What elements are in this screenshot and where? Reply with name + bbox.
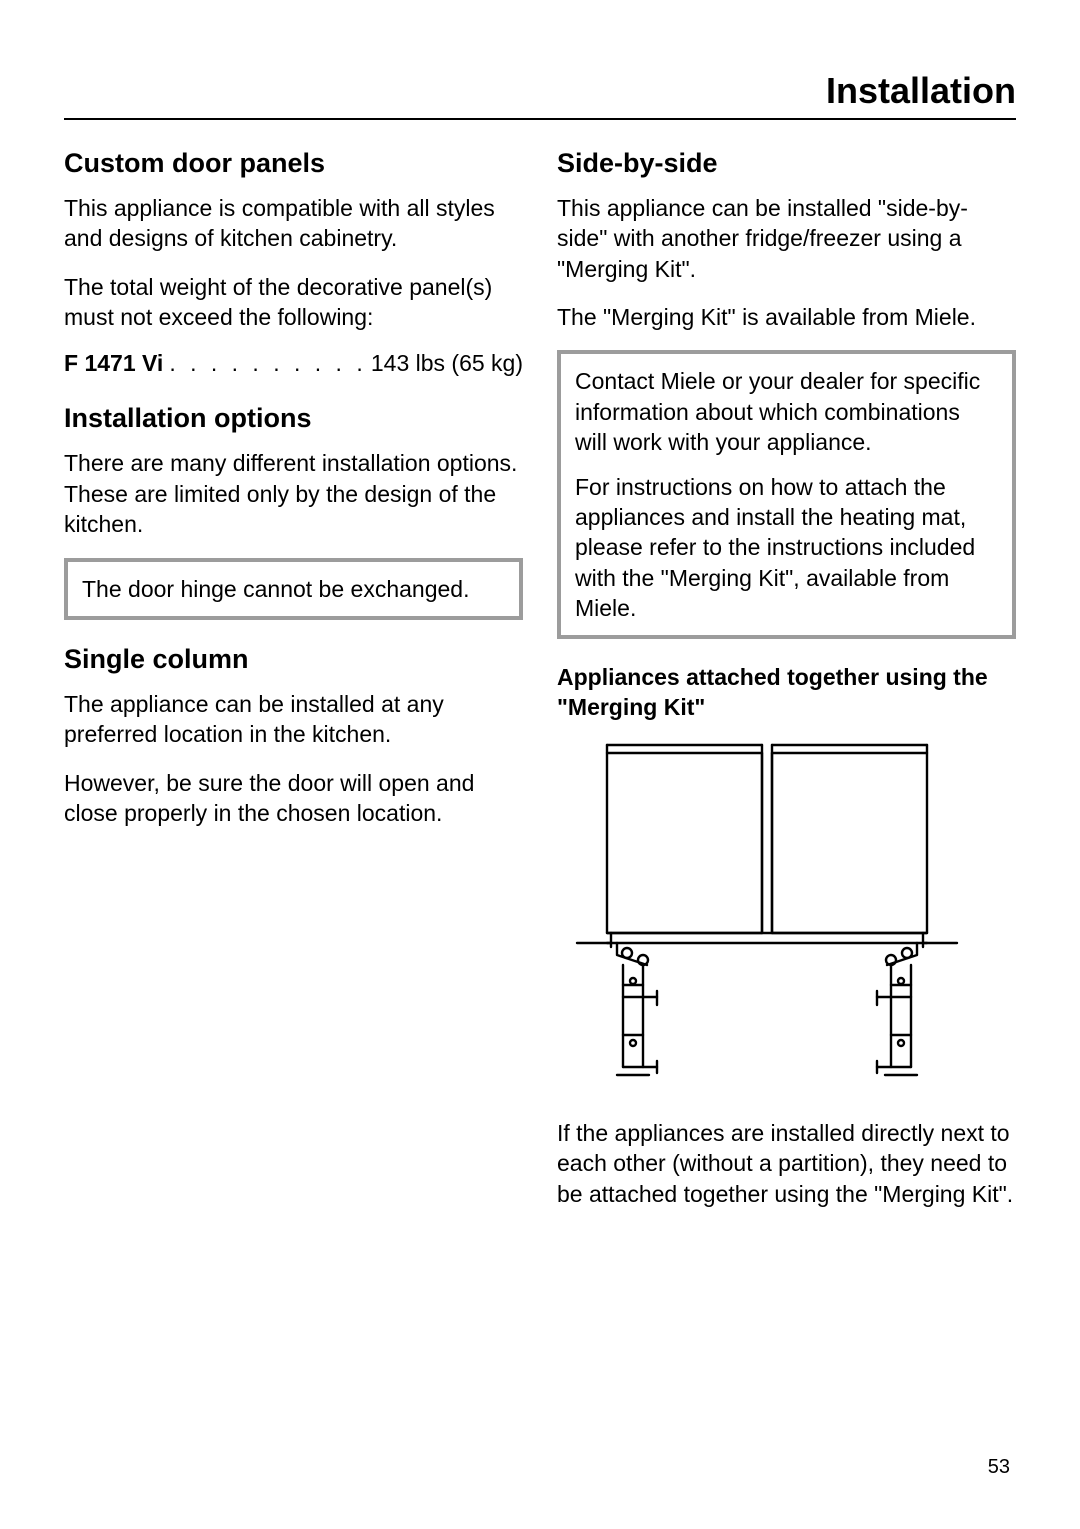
weight-spec-row: F 1471 Vi . . . . . . . . . . . 143 lbs … [64, 350, 523, 377]
page: Installation Custom door panels This app… [0, 0, 1080, 1529]
left-column: Custom door panels This appliance is com… [64, 148, 523, 1227]
paragraph: This appliance is compatible with all st… [64, 193, 523, 254]
subheading-merging-kit: Appliances attached together using the "… [557, 663, 1016, 723]
page-title: Installation [64, 70, 1016, 120]
note-box-hinge: The door hinge cannot be exchanged. [64, 558, 523, 620]
appliance-diagram-icon [557, 735, 977, 1095]
paragraph: However, be sure the door will open and … [64, 768, 523, 829]
right-column: Side-by-side This appliance can be insta… [557, 148, 1016, 1227]
note-text: Contact Miele or your dealer for specifi… [575, 366, 998, 457]
merging-kit-diagram [557, 735, 1016, 1100]
content-columns: Custom door panels This appliance is com… [64, 148, 1016, 1227]
heading-single-column: Single column [64, 644, 523, 675]
paragraph: There are many different installation op… [64, 448, 523, 539]
paragraph: The "Merging Kit" is available from Miel… [557, 302, 1016, 332]
spec-model: F 1471 Vi [64, 350, 163, 377]
paragraph: If the appliances are installed directly… [557, 1118, 1016, 1209]
heading-custom-door-panels: Custom door panels [64, 148, 523, 179]
paragraph: The total weight of the decorative panel… [64, 272, 523, 333]
note-text: The door hinge cannot be exchanged. [82, 574, 505, 604]
paragraph: This appliance can be installed "side-by… [557, 193, 1016, 284]
note-text: For instructions on how to attach the ap… [575, 472, 998, 624]
page-number: 53 [988, 1456, 1010, 1479]
spec-leader-dots: . . . . . . . . . . . [163, 350, 371, 377]
note-box-merging-kit: Contact Miele or your dealer for specifi… [557, 350, 1016, 639]
heading-side-by-side: Side-by-side [557, 148, 1016, 179]
heading-installation-options: Installation options [64, 403, 523, 434]
spec-value: 143 lbs (65 kg) [371, 350, 523, 377]
paragraph: The appliance can be installed at any pr… [64, 689, 523, 750]
